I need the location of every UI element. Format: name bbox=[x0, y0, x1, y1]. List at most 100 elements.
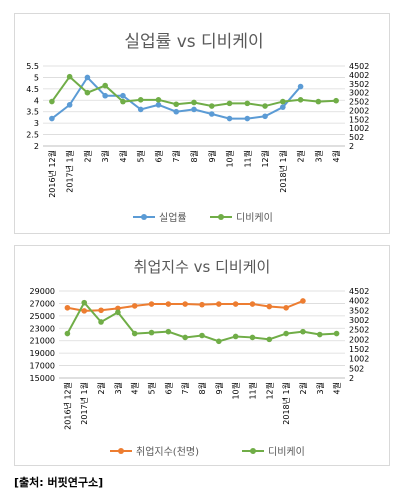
right-tick-label: 3002 bbox=[349, 89, 369, 98]
data-point bbox=[84, 74, 91, 81]
left-tick-label: 23000 bbox=[30, 324, 55, 333]
right-tick-label: 3502 bbox=[349, 306, 369, 315]
x-tick-label: 6월 bbox=[153, 150, 163, 162]
data-point bbox=[64, 330, 71, 337]
x-tick-label: 7월 bbox=[171, 150, 181, 162]
x-tick-label: 6월 bbox=[163, 382, 173, 394]
data-point bbox=[81, 308, 88, 314]
data-point bbox=[249, 334, 256, 341]
right-tick-label: 3502 bbox=[349, 80, 369, 89]
data-point bbox=[283, 330, 289, 337]
x-tick-label: 2월 bbox=[296, 150, 306, 162]
data-point bbox=[148, 301, 155, 307]
x-tick-label: 10월 bbox=[231, 382, 241, 400]
x-tick-label: 9월 bbox=[207, 150, 217, 162]
x-tick-label: 2월 bbox=[298, 382, 308, 394]
data-point bbox=[216, 338, 222, 345]
x-tick-label: 2016년 12월 bbox=[47, 150, 57, 198]
data-point bbox=[300, 328, 306, 335]
legend-marker bbox=[118, 448, 124, 454]
legend-label: 실업률 bbox=[159, 211, 187, 224]
x-tick-label: 2017년 1월 bbox=[65, 150, 75, 193]
data-point bbox=[226, 115, 233, 122]
data-point bbox=[66, 102, 73, 108]
x-tick-label: 4월 bbox=[130, 382, 140, 394]
data-point bbox=[244, 100, 251, 107]
data-point bbox=[84, 89, 91, 96]
legend-label: 디비케이 bbox=[236, 212, 273, 224]
data-point bbox=[182, 301, 188, 307]
chart-title: 실업률 vs 디비케이 bbox=[124, 32, 263, 52]
data-point bbox=[155, 102, 162, 108]
chart-panel-employment: 취업지수 vs 디비케이 15000 17000 19000 21000 23000 250… bbox=[14, 245, 390, 466]
x-tick-label: 3월 bbox=[315, 382, 325, 394]
data-point bbox=[115, 309, 121, 316]
left-tick-label: 5.5 bbox=[26, 62, 39, 71]
right-tick-label: 3002 bbox=[349, 316, 369, 325]
data-point bbox=[226, 100, 233, 107]
data-point bbox=[173, 108, 180, 115]
data-point bbox=[199, 332, 205, 339]
data-point bbox=[280, 98, 286, 105]
data-point bbox=[49, 115, 55, 122]
right-tick-label: 1502 bbox=[349, 115, 369, 124]
legend-label: 디비케이 bbox=[268, 446, 305, 458]
x-tick-label: 5월 bbox=[147, 382, 157, 394]
x-tick-label: 10월 bbox=[225, 150, 235, 168]
right-tick-label: 1002 bbox=[349, 124, 369, 133]
left-tick-label: 27000 bbox=[30, 299, 55, 308]
data-point bbox=[262, 103, 268, 109]
left-tick-label: 3.5 bbox=[26, 108, 39, 117]
data-point bbox=[297, 83, 304, 90]
data-point bbox=[232, 333, 239, 340]
right-tick-label: 1502 bbox=[349, 345, 369, 354]
right-tick-label: 2502 bbox=[349, 98, 369, 107]
data-point bbox=[137, 97, 144, 103]
data-point bbox=[148, 329, 155, 336]
right-tick-label: 4002 bbox=[349, 297, 369, 306]
data-point bbox=[244, 115, 251, 122]
data-point bbox=[131, 303, 138, 309]
data-point bbox=[165, 328, 172, 335]
right-tick-label: 4502 bbox=[349, 287, 369, 296]
x-tick-label: 12월 bbox=[260, 150, 270, 168]
x-tick-label: 2018년 1월 bbox=[281, 382, 291, 425]
x-tick-label: 4월 bbox=[332, 382, 342, 394]
right-tick-label: 2 bbox=[349, 374, 354, 383]
data-point bbox=[165, 301, 172, 307]
data-point bbox=[208, 111, 215, 117]
data-point bbox=[262, 113, 268, 120]
x-tick-label: 11월 bbox=[247, 382, 257, 400]
x-tick-label: 8월 bbox=[197, 382, 207, 394]
legend-marker bbox=[250, 448, 256, 454]
right-tick-label: 502 bbox=[349, 133, 364, 142]
right-tick-label: 2 bbox=[349, 142, 354, 151]
data-point bbox=[208, 103, 215, 109]
left-tick-label: 21000 bbox=[30, 337, 55, 346]
data-point bbox=[283, 304, 289, 311]
unemployment-vs-dbk-chart: 실업률 vs 디비케이22.533.544.555.52502100215022… bbox=[26, 32, 369, 224]
data-point bbox=[182, 334, 188, 341]
x-tick-label: 11월 bbox=[242, 150, 252, 168]
data-point bbox=[102, 82, 108, 89]
right-tick-label: 502 bbox=[349, 364, 364, 373]
chart-title: 취업지수 vs 디비케이 bbox=[134, 258, 271, 276]
data-point bbox=[49, 98, 55, 105]
data-point bbox=[66, 73, 73, 80]
data-point bbox=[300, 298, 306, 304]
legend-marker bbox=[141, 214, 147, 220]
right-tick-label: 1002 bbox=[349, 355, 369, 364]
right-tick-label: 2502 bbox=[349, 326, 369, 335]
x-tick-label: 3월 bbox=[313, 150, 323, 162]
x-tick-label: 9월 bbox=[214, 382, 224, 394]
data-point bbox=[280, 104, 286, 110]
left-tick-label: 4.5 bbox=[26, 85, 39, 94]
left-tick-label: 25000 bbox=[30, 312, 55, 321]
data-point bbox=[266, 303, 273, 310]
data-point bbox=[266, 336, 273, 343]
data-point bbox=[199, 301, 205, 308]
data-point bbox=[316, 331, 323, 338]
left-tick-label: 19000 bbox=[30, 349, 55, 358]
data-point bbox=[64, 304, 71, 311]
data-point bbox=[98, 307, 104, 314]
